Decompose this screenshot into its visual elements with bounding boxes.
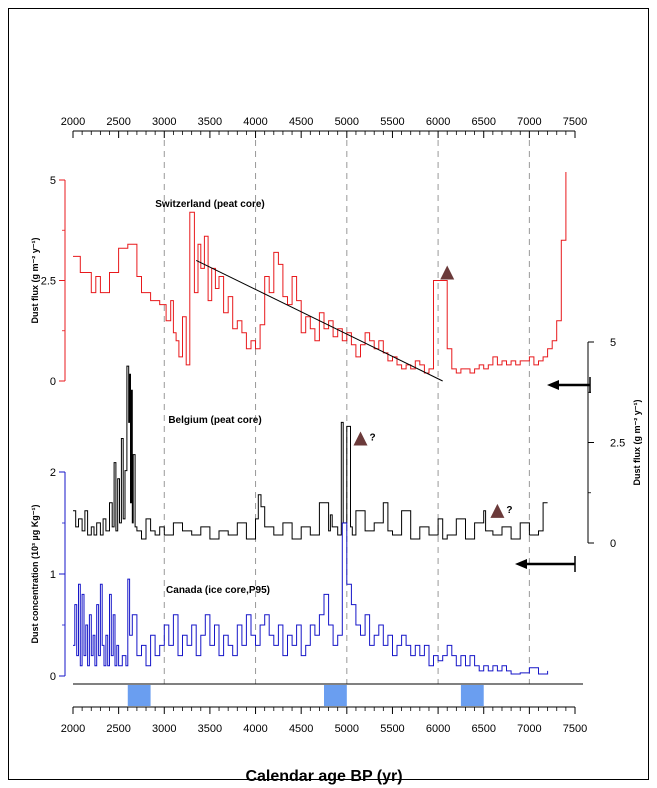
switzerland-y-tick-label: 0 xyxy=(50,376,56,388)
belgium-panel: 0 2.5 5 Dust flux (g m⁻² y⁻¹) Belgium (peat … xyxy=(73,337,642,550)
x-tick-label: 2500 xyxy=(106,723,130,735)
shaded-interval xyxy=(460,685,484,706)
top-x-axis: 2000 2500 3000 3500 4000 4500 5000 5500 6000 6500… xyxy=(61,116,587,138)
shaded-interval xyxy=(127,685,151,706)
switzerland-series-line xyxy=(73,172,567,374)
switzerland-y-tick-label: 5 xyxy=(50,175,56,187)
switzerland-panel: 0 2.5 5 Dust flux (g m⁻² y⁻¹) Switzerland (p… xyxy=(30,172,567,388)
axis-arrow-head xyxy=(547,380,559,390)
x-tick-label: 2000 xyxy=(61,116,85,128)
triangle-marker-label: ? xyxy=(370,432,376,443)
shaded-interval xyxy=(324,685,347,706)
x-tick-label: 7000 xyxy=(517,723,541,735)
x-tick-label: 6000 xyxy=(426,116,450,128)
triangle-marker xyxy=(353,431,368,446)
canada-y-tick-label: 1 xyxy=(50,569,56,581)
x-tick-label: 7000 xyxy=(517,116,541,128)
axis-arrow-head xyxy=(515,559,527,569)
switzerland-title: Switzerland (peat core) xyxy=(155,199,264,210)
x-tick-label: 3000 xyxy=(152,723,176,735)
canada-title: Canada (ice core,P95) xyxy=(166,585,270,596)
triangle-marker-label: ? xyxy=(506,505,512,516)
switzerland-y-axis-title: Dust flux (g m⁻² y⁻¹) xyxy=(30,238,40,324)
canada-y-tick-label: 2 xyxy=(50,467,56,479)
figure-frame xyxy=(8,8,649,780)
belgium-y-tick-label: 5 xyxy=(610,337,616,349)
canada-y-axis-title: Dust concentration (10³ µg Kg⁻¹) xyxy=(30,505,40,644)
bottom-x-axis: 2000 2500 3000 3500 4000 4500 5000 5500 6000 6500… xyxy=(61,706,587,735)
canada-y-tick-label: 0 xyxy=(50,671,56,683)
x-tick-label: 7500 xyxy=(563,116,587,128)
x-tick-label: 4500 xyxy=(289,116,313,128)
belgium-y-axis-title: Dust flux (g m⁻² y⁻¹) xyxy=(632,400,642,486)
x-tick-label: 5500 xyxy=(380,723,404,735)
x-tick-label: 3500 xyxy=(198,116,222,128)
triangle-marker xyxy=(490,503,505,518)
x-tick-label: 3500 xyxy=(198,723,222,735)
x-tick-label: 4500 xyxy=(289,723,313,735)
x-tick-label: 5500 xyxy=(380,116,404,128)
triangle-marker xyxy=(440,265,455,280)
x-tick-label: 5000 xyxy=(335,723,359,735)
switzerland-trend-line xyxy=(195,259,443,382)
canada-series-line xyxy=(73,522,549,675)
x-tick-label: 6000 xyxy=(426,723,450,735)
x-tick-label: 6500 xyxy=(471,723,495,735)
belgium-y-tick-label: 2.5 xyxy=(610,438,625,450)
x-tick-label: 3000 xyxy=(152,116,176,128)
x-axis-title: Calendar age BP (yr) xyxy=(245,768,402,785)
x-tick-label: 5000 xyxy=(335,116,359,128)
x-tick-label: 4000 xyxy=(243,116,267,128)
x-tick-label: 4000 xyxy=(243,723,267,735)
belgium-series-line xyxy=(73,365,548,540)
canada-panel: 0 1 2 Dust concentration (10³ µg Kg⁻¹) Canad… xyxy=(30,467,549,683)
belgium-y-tick-label: 0 xyxy=(610,538,616,550)
x-tick-label: 7500 xyxy=(563,723,587,735)
x-tick-label: 6500 xyxy=(471,116,495,128)
x-tick-label: 2000 xyxy=(61,723,85,735)
belgium-title: Belgium (peat core) xyxy=(168,415,261,426)
switzerland-y-tick-label: 2.5 xyxy=(41,276,56,288)
x-tick-label: 2500 xyxy=(106,116,130,128)
